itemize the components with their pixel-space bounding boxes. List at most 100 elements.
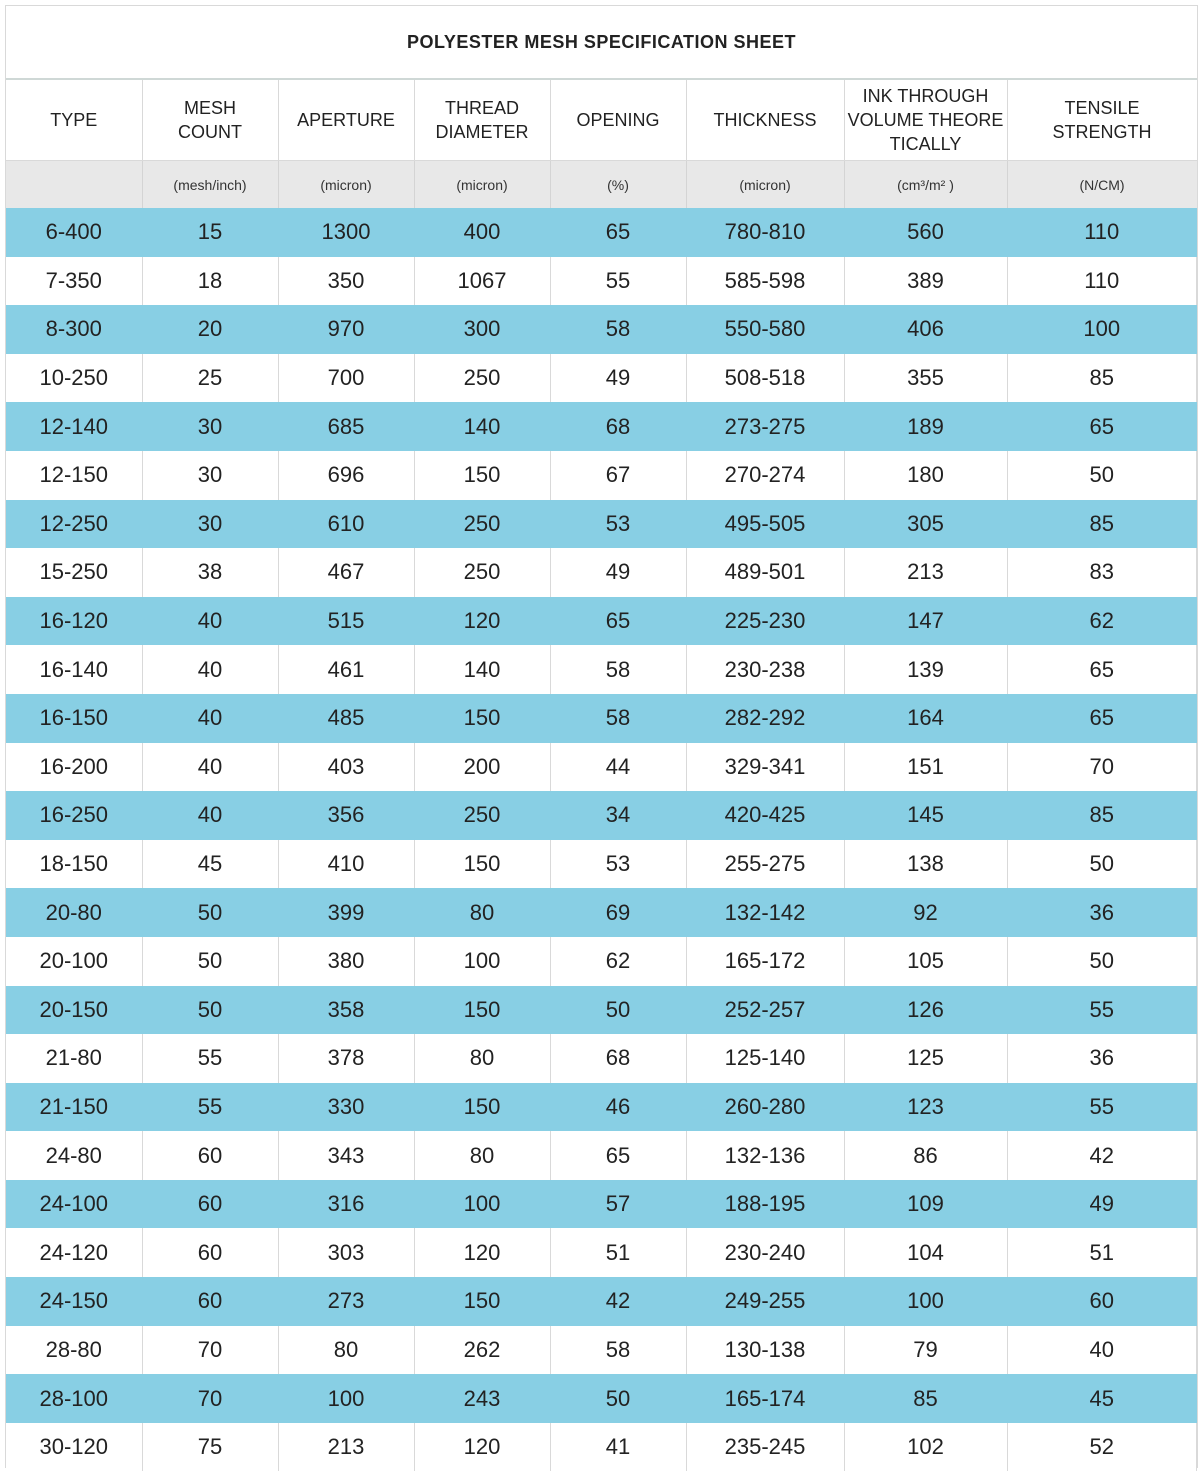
cell-type: 21-150: [6, 1082, 143, 1132]
cell-aperture: 303: [278, 1228, 415, 1278]
table-row: 21-150 55 330 150 46 260-280 123 55: [6, 1082, 1197, 1132]
cell-thread-diameter: 150: [414, 1277, 551, 1326]
cell-ink-volume: 125: [844, 1034, 1008, 1083]
cell-thread-diameter: 120: [414, 1228, 551, 1278]
cell-opening: 58: [550, 305, 687, 354]
cell-ink-volume: 100: [844, 1277, 1008, 1326]
table-row: 24-80 60 343 80 65 132-136 86 42: [6, 1131, 1197, 1180]
cell-ink-volume: 189: [844, 402, 1008, 451]
cell-type: 12-140: [6, 402, 143, 451]
cell-opening: 42: [550, 1277, 687, 1326]
cell-thread-diameter: 140: [414, 645, 551, 694]
cell-type: 15-250: [6, 548, 143, 597]
cell-type: 16-250: [6, 791, 143, 840]
table-body: 6-400 15 1300 400 65 780-810 560 110 7-350 18 350 1…: [6, 208, 1197, 1471]
unit-tensile-strength: (N/CM): [1007, 160, 1197, 208]
cell-thread-diameter: 100: [414, 936, 551, 986]
cell-tensile-strength: 50: [1007, 936, 1197, 986]
cell-thickness: 132-136: [686, 1131, 845, 1180]
cell-tensile-strength: 50: [1007, 839, 1197, 889]
cell-tensile-strength: 85: [1007, 353, 1197, 403]
cell-ink-volume: 406: [844, 305, 1008, 354]
cell-thread-diameter: 250: [414, 791, 551, 840]
cell-aperture: 685: [278, 402, 415, 451]
cell-aperture: 970: [278, 305, 415, 354]
cell-opening: 62: [550, 936, 687, 986]
cell-thickness: 188-195: [686, 1179, 845, 1229]
cell-thread-diameter: 150: [414, 450, 551, 500]
table-row: 24-100 60 316 100 57 188-195 109 49: [6, 1179, 1197, 1229]
cell-type: 12-150: [6, 450, 143, 500]
table-row: 16-200 40 403 200 44 329-341 151 70: [6, 742, 1197, 792]
cell-thickness: 249-255: [686, 1277, 845, 1326]
cell-mesh-count: 40: [142, 596, 279, 646]
cell-opening: 67: [550, 450, 687, 500]
cell-thickness: 282-292: [686, 693, 845, 743]
cell-mesh-count: 30: [142, 499, 279, 549]
cell-thread-diameter: 150: [414, 985, 551, 1035]
cell-aperture: 330: [278, 1082, 415, 1132]
table-row: 12-140 30 685 140 68 273-275 189 65: [6, 402, 1197, 451]
cell-tensile-strength: 65: [1007, 402, 1197, 451]
cell-thickness: 130-138: [686, 1325, 845, 1375]
cell-thickness: 230-240: [686, 1228, 845, 1278]
cell-mesh-count: 50: [142, 985, 279, 1035]
cell-opening: 65: [550, 596, 687, 646]
cell-thickness: 273-275: [686, 402, 845, 451]
cell-opening: 53: [550, 499, 687, 549]
column-header-row: TYPE MESH COUNT APERTURE THREAD DIAMETER OPENI…: [6, 80, 1197, 161]
cell-aperture: 403: [278, 742, 415, 792]
cell-aperture: 273: [278, 1277, 415, 1326]
cell-type: 30-120: [6, 1422, 143, 1471]
cell-thread-diameter: 80: [414, 1034, 551, 1083]
table-row: 10-250 25 700 250 49 508-518 355 85: [6, 353, 1197, 403]
table-row: 16-140 40 461 140 58 230-238 139 65: [6, 645, 1197, 694]
cell-aperture: 696: [278, 450, 415, 500]
cell-ink-volume: 126: [844, 985, 1008, 1035]
cell-aperture: 358: [278, 985, 415, 1035]
cell-thread-diameter: 250: [414, 353, 551, 403]
cell-type: 28-80: [6, 1325, 143, 1375]
cell-thread-diameter: 150: [414, 693, 551, 743]
cell-mesh-count: 40: [142, 645, 279, 694]
cell-thread-diameter: 300: [414, 305, 551, 354]
cell-aperture: 610: [278, 499, 415, 549]
cell-opening: 57: [550, 1179, 687, 1229]
cell-type: 21-80: [6, 1034, 143, 1083]
cell-ink-volume: 147: [844, 596, 1008, 646]
cell-thread-diameter: 250: [414, 499, 551, 549]
cell-opening: 46: [550, 1082, 687, 1132]
cell-aperture: 80: [278, 1325, 415, 1375]
cell-type: 24-120: [6, 1228, 143, 1278]
spec-sheet: POLYESTER MESH SPECIFICATION SHEET TYPE M…: [5, 5, 1198, 1471]
cell-type: 20-100: [6, 936, 143, 986]
cell-aperture: 356: [278, 791, 415, 840]
cell-type: 16-150: [6, 693, 143, 743]
cell-mesh-count: 60: [142, 1131, 279, 1180]
cell-ink-volume: 138: [844, 839, 1008, 889]
unit-ink-volume: (cm³/m² ): [844, 160, 1008, 208]
cell-ink-volume: 79: [844, 1325, 1008, 1375]
table-row: 7-350 18 350 1067 55 585-598 389 110: [6, 256, 1197, 306]
cell-ink-volume: 389: [844, 256, 1008, 306]
cell-tensile-strength: 40: [1007, 1325, 1197, 1375]
table-row: 28-80 70 80 262 58 130-138 79 40: [6, 1325, 1197, 1375]
cell-mesh-count: 40: [142, 693, 279, 743]
cell-aperture: 316: [278, 1179, 415, 1229]
cell-thread-diameter: 200: [414, 742, 551, 792]
cell-aperture: 700: [278, 353, 415, 403]
table-row: 12-250 30 610 250 53 495-505 305 85: [6, 499, 1197, 549]
cell-opening: 50: [550, 1374, 687, 1423]
cell-opening: 51: [550, 1228, 687, 1278]
cell-ink-volume: 109: [844, 1179, 1008, 1229]
table-row: 8-300 20 970 300 58 550-580 406 100: [6, 305, 1197, 354]
cell-ink-volume: 92: [844, 888, 1008, 937]
cell-tensile-strength: 85: [1007, 499, 1197, 549]
cell-thread-diameter: 120: [414, 596, 551, 646]
cell-thickness: 235-245: [686, 1422, 845, 1471]
cell-aperture: 350: [278, 256, 415, 306]
cell-opening: 53: [550, 839, 687, 889]
cell-type: 16-140: [6, 645, 143, 694]
cell-aperture: 378: [278, 1034, 415, 1083]
cell-type: 6-400: [6, 208, 143, 257]
